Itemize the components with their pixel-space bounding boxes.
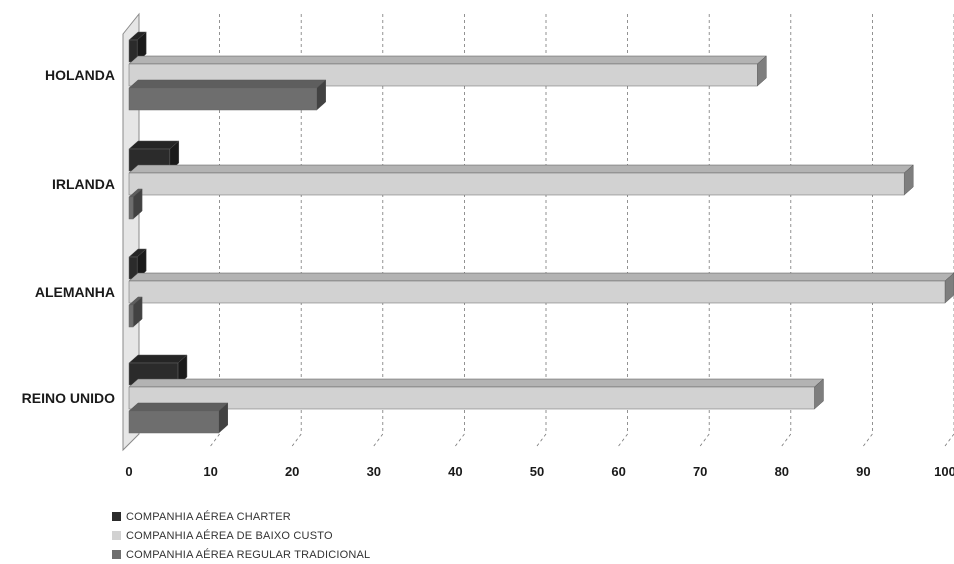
legend-label-charter: COMPANHIA AÉREA CHARTER — [126, 510, 291, 523]
bar — [128, 164, 914, 196]
side-wall — [122, 12, 140, 452]
legend-item-low-cost: COMPANHIA AÉREA DE BAIXO CUSTO — [112, 526, 370, 545]
gridline-floor — [781, 433, 792, 447]
bar-chart: HOLANDA IRLANDA ALEMANHA REINO UNIDO 0 10 20 3… — [22, 12, 954, 479]
gridline-floor — [863, 433, 873, 447]
x-tick-label: 50 — [530, 464, 544, 479]
category-label: REINO UNIDO — [22, 390, 115, 406]
chart-back-wall — [122, 12, 140, 452]
bars — [128, 31, 954, 434]
gridline-floor — [944, 433, 954, 447]
bar — [128, 402, 229, 434]
x-tick-label: 60 — [611, 464, 625, 479]
x-tick-label: 80 — [775, 464, 789, 479]
bar — [128, 31, 147, 63]
x-tick-label: 100 — [934, 464, 954, 479]
gridline-floor — [373, 433, 384, 447]
legend: COMPANHIA AÉREA CHARTER COMPANHIA AÉREA … — [112, 507, 370, 564]
legend-swatch-charter — [112, 512, 121, 521]
legend-label-regular: COMPANHIA AÉREA REGULAR TRADICIONAL — [126, 548, 371, 561]
gridline-floor — [536, 433, 547, 447]
gridline-floor — [455, 433, 465, 447]
bar — [128, 296, 143, 328]
category-label: IRLANDA — [52, 176, 115, 192]
bar — [128, 272, 954, 304]
category-label: HOLANDA — [45, 67, 115, 83]
bar — [128, 79, 327, 111]
x-tick-label: 10 — [203, 464, 217, 479]
x-tick-label: 30 — [367, 464, 381, 479]
legend-swatch-low-cost — [112, 531, 121, 540]
legend-label-low-cost: COMPANHIA AÉREA DE BAIXO CUSTO — [126, 529, 333, 542]
bar — [128, 248, 147, 280]
x-tick-label: 70 — [693, 464, 707, 479]
category-label: ALEMANHA — [35, 284, 115, 300]
gridlines — [210, 14, 954, 447]
gridline-floor — [210, 433, 220, 447]
gridline-floor — [618, 433, 628, 447]
gridline-floor — [291, 433, 302, 447]
x-tick-label: 90 — [856, 464, 870, 479]
category-labels: HOLANDA IRLANDA ALEMANHA REINO UNIDO — [22, 67, 115, 406]
x-tick-label: 0 — [125, 464, 132, 479]
legend-item-regular: COMPANHIA AÉREA REGULAR TRADICIONAL — [112, 545, 370, 564]
x-tick-label: 40 — [448, 464, 462, 479]
gridline-floor — [699, 433, 710, 447]
bar — [128, 188, 143, 220]
legend-item-charter: COMPANHIA AÉREA CHARTER — [112, 507, 370, 526]
bar — [128, 378, 825, 410]
x-tick-label: 20 — [285, 464, 299, 479]
legend-swatch-regular — [112, 550, 121, 559]
x-tick-labels: 0 10 20 30 40 50 60 70 80 90 100 — [125, 464, 954, 479]
